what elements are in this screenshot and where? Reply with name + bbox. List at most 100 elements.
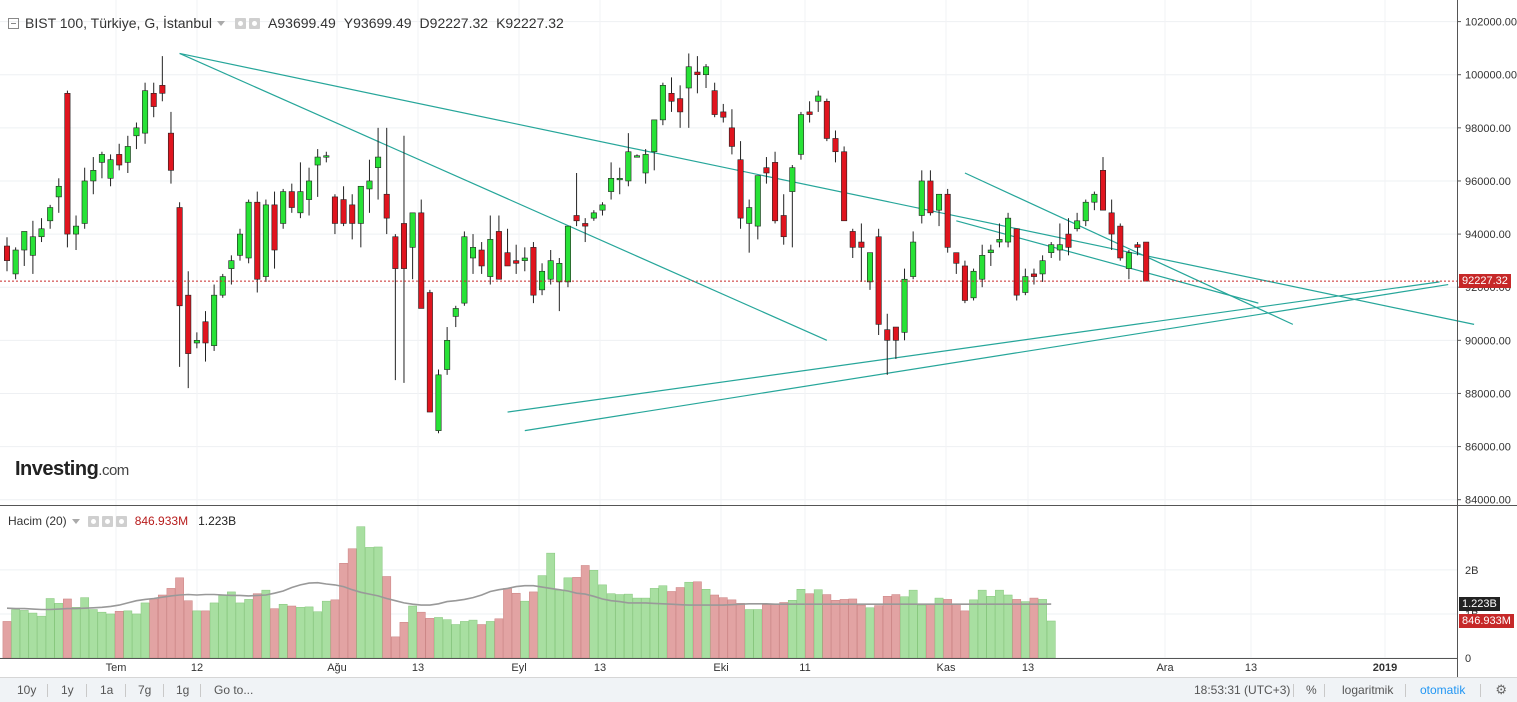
candle-body <box>375 156 382 168</box>
candle-body <box>754 175 761 227</box>
candle-body <box>1091 193 1098 203</box>
range-1g[interactable]: 1g <box>176 683 190 697</box>
symbol-title[interactable]: BIST 100, Türkiye, G, İstanbul <box>25 15 213 31</box>
trendline <box>964 172 1294 325</box>
candle-body <box>513 260 520 264</box>
volume-bar <box>192 610 202 659</box>
candle-body <box>927 180 934 214</box>
candle-body <box>599 204 606 211</box>
collapse-icon[interactable] <box>8 17 19 29</box>
divider <box>125 684 126 697</box>
time-tick-label: 13 <box>1245 662 1257 674</box>
candle-body <box>677 98 684 113</box>
candle-body <box>1056 244 1063 251</box>
candle-body <box>1143 241 1150 282</box>
close-label: K <box>496 15 506 31</box>
volume-ma-value: 1.223B <box>198 514 237 528</box>
volume-bar <box>589 570 599 659</box>
candle-body <box>124 146 131 163</box>
candle-body <box>659 85 666 121</box>
eye-icon[interactable] <box>235 17 247 29</box>
volume-bar <box>857 604 866 659</box>
candle-body <box>219 276 226 296</box>
candle-body <box>349 204 356 224</box>
candle-body <box>1013 228 1020 296</box>
volume-bar <box>753 609 763 659</box>
range-1a[interactable]: 1a <box>100 683 114 697</box>
close-value: 92227.32 <box>505 15 564 31</box>
price-tick-label: 100000.00 <box>1465 70 1517 82</box>
candle-body <box>452 308 459 317</box>
volume-bar <box>373 546 383 659</box>
volume-bar <box>693 581 702 659</box>
price-chart[interactable]: 102000.00 100000.00 98000.00 96000.00 94000.… <box>0 0 1517 677</box>
volume-tick-label: 0 <box>1465 653 1471 665</box>
time-tick-label: Eki <box>713 662 728 674</box>
divider <box>1293 684 1294 697</box>
candle-body <box>970 270 977 299</box>
candle-body <box>780 215 787 238</box>
candle-body <box>245 201 252 259</box>
volume-bar <box>54 603 64 659</box>
candle-body <box>892 326 899 341</box>
trendline <box>179 52 1475 325</box>
trendline <box>956 220 1259 304</box>
candle-body <box>797 114 804 155</box>
candle-body <box>297 191 304 214</box>
range-10y[interactable]: 10y <box>17 683 37 697</box>
candle-body <box>642 154 649 174</box>
volume-bar <box>770 604 780 659</box>
candle-body <box>608 178 615 192</box>
volume-bar <box>675 587 685 659</box>
candle-body <box>1082 201 1089 222</box>
chevron-down-icon[interactable] <box>217 20 226 26</box>
volume-bar <box>995 589 1004 659</box>
volume-bar <box>287 605 297 659</box>
eye-icon[interactable] <box>87 515 99 527</box>
time-tick-label: 13 <box>412 662 424 674</box>
close-icon[interactable] <box>115 515 127 527</box>
candle-body <box>841 151 848 222</box>
candle-body <box>953 252 960 264</box>
goto-button[interactable]: Go to... <box>214 683 254 697</box>
last-price-tag: 92227.32 <box>1459 274 1511 289</box>
candle-body <box>823 100 830 139</box>
volume-last-tag: 846.933M <box>1459 613 1514 628</box>
time-tick-label: 13 <box>1022 662 1034 674</box>
settings-icon[interactable] <box>249 17 261 29</box>
chevron-down-icon[interactable] <box>71 518 80 524</box>
volume-bar <box>2 621 12 659</box>
auto-toggle[interactable]: otomatik <box>1420 683 1466 697</box>
volume-bar <box>684 581 694 659</box>
range-1y[interactable]: 1y <box>61 683 74 697</box>
volume-bar <box>969 599 978 659</box>
candle-body <box>280 191 287 224</box>
volume-bar <box>296 607 305 659</box>
volume-bar <box>399 622 409 659</box>
volume-label[interactable]: Hacim (20) <box>8 514 67 528</box>
settings-icon[interactable] <box>101 515 113 527</box>
candle-body <box>1065 233 1072 248</box>
candle-body <box>470 247 477 259</box>
volume-tick-label: 2B <box>1465 565 1478 577</box>
range-7g[interactable]: 7g <box>138 683 152 697</box>
candle-body <box>73 225 80 235</box>
candle-body <box>806 111 813 115</box>
volume-bar <box>477 624 486 659</box>
volume-bar <box>97 611 107 659</box>
volume-bar <box>779 602 789 659</box>
percent-toggle[interactable]: % <box>1306 683 1317 697</box>
gear-icon[interactable]: ⚙ <box>1495 682 1507 697</box>
candle-body <box>55 185 62 198</box>
volume-bar <box>511 592 521 659</box>
volume-bar <box>831 600 840 659</box>
volume-bar <box>658 585 668 659</box>
candle-body <box>694 71 701 76</box>
candle-body <box>556 262 563 283</box>
volume-bar <box>934 597 944 659</box>
time-tick-label: Tem <box>106 662 127 674</box>
volume-bar <box>37 615 46 659</box>
clock: 18:53:31 (UTC+3) <box>1194 683 1291 697</box>
log-toggle[interactable]: logaritmik <box>1342 683 1394 697</box>
volume-header: Hacim (20) 846.933M 1.223B <box>8 513 236 529</box>
